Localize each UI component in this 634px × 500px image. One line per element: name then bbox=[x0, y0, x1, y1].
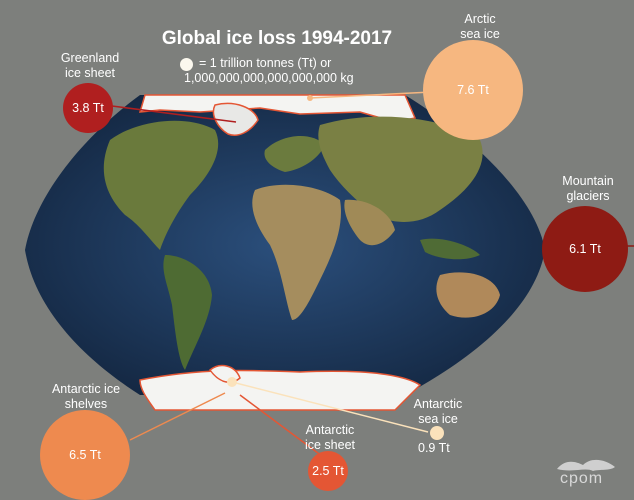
map-south-asia bbox=[344, 199, 395, 246]
map-europe bbox=[264, 135, 325, 172]
mountain-glaciers-circle: 6.1 Tt bbox=[542, 206, 628, 292]
cpom-logo-icon bbox=[557, 459, 615, 471]
map-greenland bbox=[212, 102, 259, 136]
mountain-glaciers-value: 6.1 Tt bbox=[569, 242, 601, 256]
antarctic-ice-sheet-value: 2.5 Tt bbox=[312, 464, 344, 478]
antarctica-region bbox=[139, 369, 422, 411]
antarctic-sea-ice-label: Antarctic sea ice bbox=[398, 397, 478, 427]
sheet-label-line2: ice sheet bbox=[304, 438, 356, 452]
map-north-america bbox=[103, 120, 219, 250]
map-indonesia bbox=[420, 238, 480, 260]
arctic-connector-dot bbox=[307, 95, 313, 101]
page-title: Global ice loss 1994-2017 bbox=[161, 28, 393, 49]
legend-dot bbox=[180, 58, 193, 71]
sea-ice-connector-dot bbox=[227, 377, 237, 387]
mountain-glaciers-label: Mountain glaciers bbox=[548, 174, 628, 204]
greenland-circle: 3.8 Tt bbox=[63, 83, 113, 133]
greenland-value: 3.8 Tt bbox=[72, 101, 104, 115]
antarctic-ice-shelves-value: 6.5 Tt bbox=[69, 448, 101, 462]
glaciers-label-line1: Mountain bbox=[562, 174, 614, 188]
greenland-label: Greenland ice sheet bbox=[50, 51, 130, 81]
map-south-america bbox=[163, 255, 212, 370]
greenland-connector bbox=[111, 105, 237, 123]
legend-text-line2: 1,000,000,000,000,000,000 kg bbox=[184, 71, 354, 85]
antarctic-sea-ice-value: 0.9 Tt bbox=[418, 441, 450, 455]
shelves-label-line1: Antarctic ice bbox=[51, 382, 121, 396]
arctic-sea-ice-label: Arctic sea ice bbox=[440, 12, 520, 42]
glaciers-label-line2: glaciers bbox=[566, 189, 610, 203]
antarctic-sea-ice-circle bbox=[430, 426, 444, 440]
antarctic-ice-shelves-circle: 6.5 Tt bbox=[40, 410, 130, 500]
greenland-label-line1: Greenland bbox=[60, 51, 120, 65]
antarctic-ice-shelves-label: Antarctic ice shelves bbox=[36, 382, 136, 412]
antarctic-sea-label-line1: Antarctic bbox=[413, 397, 463, 411]
antarctic-ice-sheet-label: Antarctic ice sheet bbox=[290, 423, 370, 453]
arctic-sea-ice-circle: 7.6 Tt bbox=[423, 40, 523, 140]
arctic-sea-ice-value: 7.6 Tt bbox=[457, 83, 489, 97]
shelves-label-line2: shelves bbox=[64, 397, 108, 411]
map-asia bbox=[318, 116, 483, 222]
antarctic-ice-sheet-circle: 2.5 Tt bbox=[308, 451, 348, 491]
shelves-connector bbox=[129, 392, 226, 441]
sheet-label-line1: Antarctic bbox=[305, 423, 355, 437]
cpom-logo-text: cpom bbox=[560, 470, 604, 487]
arctic-connector bbox=[309, 91, 433, 99]
ice-sheet-connector bbox=[239, 394, 331, 463]
map-australia bbox=[436, 272, 500, 318]
legend-text-line1: = 1 trillion tonnes (Tt) or bbox=[199, 56, 332, 70]
arctic-label-line2: sea ice bbox=[460, 27, 500, 41]
sea-ice-connector bbox=[231, 381, 429, 433]
antarctic-sea-label-line2: sea ice bbox=[418, 412, 458, 426]
greenland-label-line2: ice sheet bbox=[64, 66, 116, 80]
arctic-label-line1: Arctic bbox=[464, 12, 496, 26]
map-africa bbox=[252, 184, 341, 320]
